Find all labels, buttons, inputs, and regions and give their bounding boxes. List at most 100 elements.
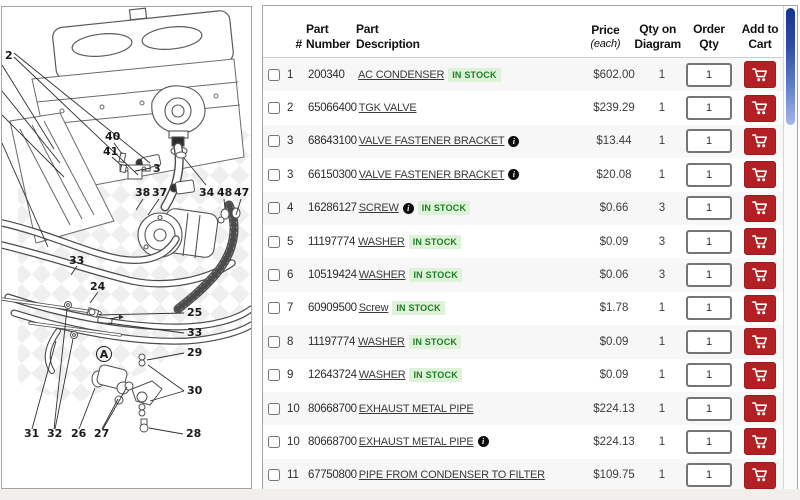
table-row: 1 200340 AC CONDENSER IN STOCK $602.00 1 (263, 58, 783, 92)
diagram-label-A: A (100, 348, 109, 361)
cart-cell (737, 294, 783, 322)
diagram-label-26: 26 (71, 427, 87, 440)
order-qty-input[interactable] (686, 162, 732, 187)
part-description-link[interactable]: AC CONDENSER (358, 68, 445, 81)
row-checkbox[interactable] (268, 202, 280, 215)
add-to-cart-button[interactable] (744, 294, 776, 322)
cart-cell (737, 461, 783, 489)
table-row: 7 60909500 Screw IN STOCK $1.78 1 (263, 292, 783, 325)
row-checkbox[interactable] (268, 235, 280, 248)
part-description-link[interactable]: EXHAUST METAL PIPE (358, 402, 474, 415)
in-stock-badge: IN STOCK (409, 268, 462, 283)
cart-icon (751, 335, 767, 349)
part-description-link[interactable]: WASHER (358, 335, 405, 348)
row-checkbox[interactable] (268, 369, 280, 382)
add-to-cart-button[interactable] (744, 127, 776, 155)
row-number: 2 (287, 102, 294, 115)
cart-cell (737, 161, 783, 189)
add-to-cart-button[interactable] (744, 61, 776, 89)
table-scrollbar[interactable] (783, 6, 797, 489)
add-to-cart-button[interactable] (744, 228, 776, 256)
diagram-label-47: 47 (234, 186, 249, 199)
order-qty-input[interactable] (686, 96, 732, 121)
row-checkbox[interactable] (268, 335, 280, 348)
order-qty-input[interactable] (686, 229, 732, 254)
order-qty-input[interactable] (686, 62, 732, 87)
row-checkbox[interactable] (268, 68, 280, 81)
part-description-link[interactable]: WASHER (358, 235, 405, 248)
add-to-cart-button[interactable] (744, 94, 776, 122)
part-price: $224.13 (593, 435, 635, 448)
in-stock-badge: IN STOCK (409, 368, 462, 383)
add-to-cart-button[interactable] (744, 395, 776, 423)
row-checkbox[interactable] (268, 402, 280, 415)
order-qty-input[interactable] (686, 129, 732, 154)
order-qty-input[interactable] (686, 396, 732, 421)
diagram-label-29: 29 (187, 346, 202, 359)
part-number: 11197774 (308, 335, 356, 348)
cart-cell (737, 395, 783, 423)
cart-icon (751, 435, 767, 449)
add-to-cart-button[interactable] (744, 261, 776, 289)
row-checkbox[interactable] (268, 469, 280, 482)
info-icon[interactable]: i (508, 135, 520, 147)
scrollbar-thumb[interactable] (786, 8, 795, 125)
table-row: 2 65066400 TGK VALVE $239.29 1 (263, 91, 783, 124)
table-row: 4 16286127 SCREW i IN STOCK $0.66 3 (263, 191, 783, 225)
add-to-cart-button[interactable] (744, 361, 776, 389)
add-to-cart-button[interactable] (744, 328, 776, 356)
cart-icon (751, 468, 767, 482)
col-header-qty-on-diagram: Qty on Diagram (634, 22, 681, 51)
part-price: $224.13 (593, 402, 635, 415)
part-price: $0.09 (599, 369, 629, 382)
row-number: 6 (287, 269, 294, 282)
row-number: 3 (287, 168, 294, 181)
info-icon[interactable]: i (477, 436, 489, 448)
order-qty-input[interactable] (686, 429, 732, 454)
part-description-link[interactable]: VALVE FASTENER BRACKET (358, 135, 505, 148)
part-number: 10519424 (308, 269, 357, 282)
part-number: 11197774 (308, 235, 356, 248)
row-checkbox[interactable] (268, 302, 280, 315)
order-qty-input[interactable] (686, 263, 732, 288)
info-icon[interactable]: i (402, 202, 414, 214)
add-to-cart-button[interactable] (744, 428, 776, 456)
in-stock-badge: IN STOCK (392, 301, 445, 316)
order-qty-input[interactable] (686, 463, 732, 488)
part-description-link[interactable]: TGK VALVE (358, 102, 417, 115)
add-to-cart-button[interactable] (744, 161, 776, 189)
part-description-link[interactable]: WASHER (358, 369, 406, 382)
row-checkbox[interactable] (268, 435, 280, 448)
row-checkbox[interactable] (268, 168, 280, 181)
qty-on-diagram: 3 (658, 235, 666, 248)
diagram-label-27: 27 (94, 427, 109, 440)
order-qty-input[interactable] (686, 296, 732, 321)
row-checkbox[interactable] (268, 102, 280, 115)
part-description-link[interactable]: WASHER (358, 269, 406, 282)
checkbox-cell (268, 469, 285, 482)
info-icon[interactable]: i (508, 169, 520, 181)
part-description-link[interactable]: EXHAUST METAL PIPE (358, 435, 474, 448)
add-to-cart-button[interactable] (744, 461, 776, 489)
table-row: 3 66150300 VALVE FASTENER BRACKET i $20.08 1 (263, 158, 783, 191)
row-checkbox[interactable] (268, 135, 280, 148)
order-qty-cell (681, 196, 737, 221)
part-description-link[interactable]: Screw (358, 302, 389, 315)
checkbox-cell (268, 435, 285, 448)
order-qty-input[interactable] (686, 196, 732, 221)
part-description-cell: TGK VALVE (357, 102, 585, 114)
part-description-link[interactable]: VALVE FASTENER BRACKET (358, 168, 505, 181)
order-qty-input[interactable] (686, 363, 732, 388)
row-checkbox[interactable] (268, 269, 280, 282)
part-number: 65066400 (308, 102, 357, 115)
part-description-cell: Screw IN STOCK (357, 301, 585, 316)
part-description-link[interactable]: SCREW (358, 202, 399, 215)
part-description-cell: EXHAUST METAL PIPE i (357, 436, 585, 448)
add-to-cart-button[interactable] (744, 194, 776, 222)
part-description-link[interactable]: PIPE FROM CONDENSER TO FILTER (358, 469, 545, 482)
row-number: 1 (287, 68, 294, 81)
cart-icon (751, 268, 767, 282)
part-description-cell: PIPE FROM CONDENSER TO FILTER (357, 469, 585, 481)
order-qty-input[interactable] (686, 329, 732, 354)
parts-table-panel: # Part Number Part Description Price (each)… (262, 5, 798, 490)
